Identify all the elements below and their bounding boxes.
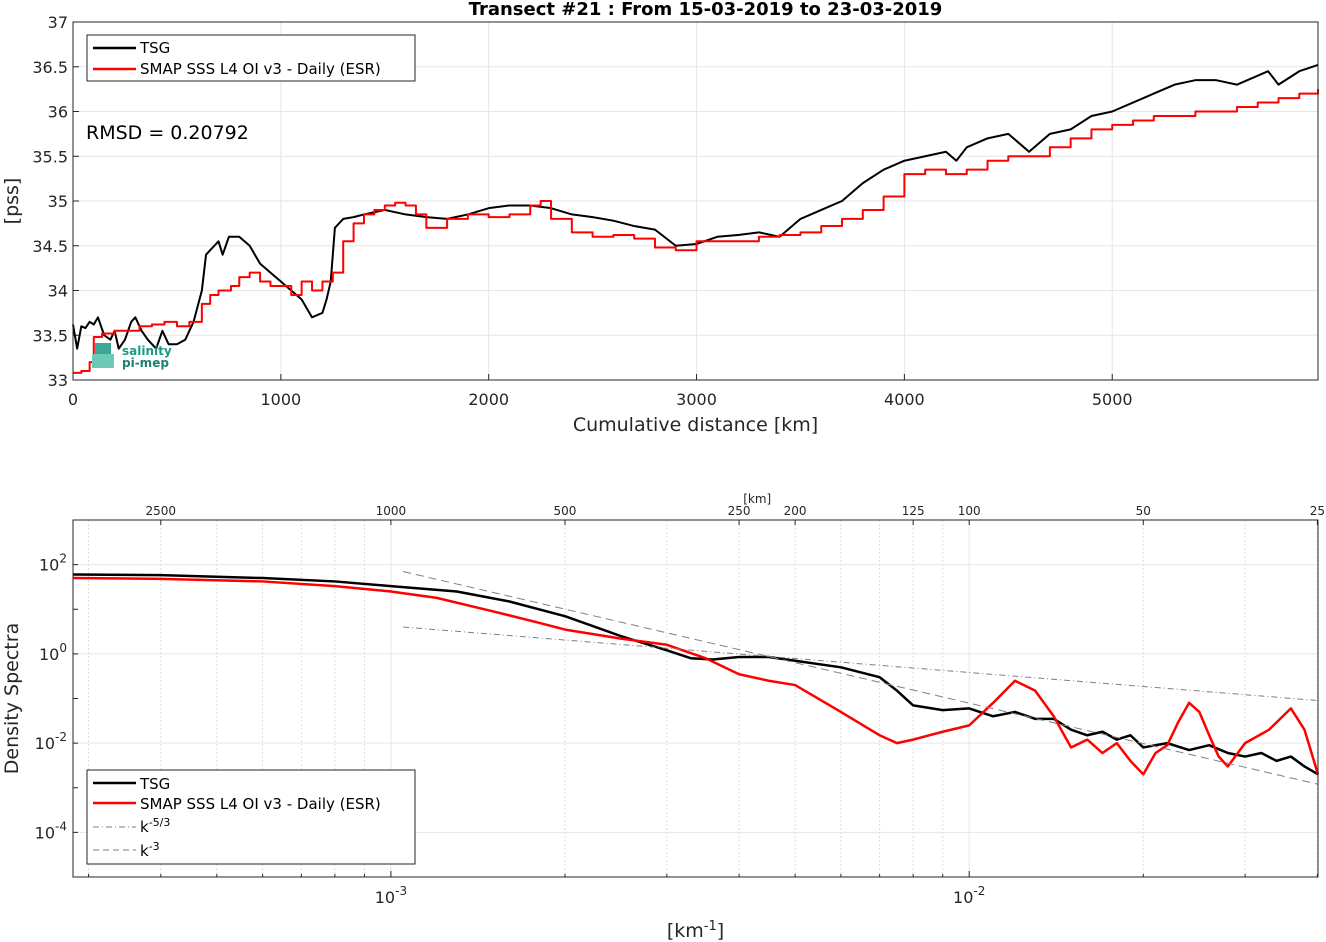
y-tick-label: 36 [48, 103, 68, 122]
y-tick-label: 35.5 [32, 147, 68, 166]
salinity-transect-chart: 0 1000 2000 3000 4000 5000 33 33.5 34 34.5 35 35.5 3… [1, 0, 1319, 436]
series-line-smap [72, 576, 1320, 776]
y-tick-label: 33.5 [32, 326, 68, 345]
top-axis-unit-label: [km] [743, 492, 771, 506]
y-tick-label: 10-2 [35, 730, 67, 753]
y-tick-label-exponent: -2 [55, 730, 67, 744]
x-tick-label: 10-2 [953, 884, 985, 907]
top-tick-label: 200 [784, 504, 807, 518]
top-tick-label: 250 [728, 504, 751, 518]
y-axis-label: Density Spectra [1, 623, 23, 774]
tick-labels: 0 1000 2000 3000 4000 5000 33 33.5 34 34.5 35 35.5 3… [32, 13, 1132, 409]
chart-title: Transect #21 : From 15-03-2019 to 23-03-… [469, 0, 943, 20]
y-tick-label: 33 [48, 371, 68, 390]
legend-label-smap: SMAP SSS L4 OI v3 - Daily (ESR) [140, 60, 381, 78]
logo-mark-icon [95, 343, 111, 357]
legend-label-k53-exponent: -5/3 [149, 816, 171, 829]
x-tick-label: 4000 [884, 390, 925, 409]
logo-mark-icon [92, 354, 114, 368]
y-tick-label-base: 10 [39, 645, 59, 664]
series-lines [72, 571, 1320, 785]
y-tick-label: 37 [48, 13, 68, 32]
y-tick-label: 34.5 [32, 237, 68, 256]
legend-label-k3: k-3 [140, 840, 160, 861]
top-tick-label: 50 [1136, 504, 1151, 518]
legend-box [86, 769, 416, 865]
legend-label-k3-exponent: -3 [149, 840, 160, 853]
x-tick-label: 2000 [468, 390, 509, 409]
legend-label-smap: SMAP SSS L4 OI v3 - Daily (ESR) [140, 795, 381, 813]
x-tick-label: 3000 [676, 390, 717, 409]
legend-label-k53: k-5/3 [140, 816, 170, 837]
series-line-tsg [72, 573, 1319, 776]
series-line-smap [73, 89, 1319, 374]
x-axis-label: Cumulative distance [km] [573, 414, 818, 436]
y-tick-label-exponent: 0 [59, 641, 67, 655]
y-tick-label-exponent: 2 [59, 552, 67, 566]
logo-text-salinity: salinity [122, 344, 172, 358]
legend-box [86, 34, 416, 82]
legend-label-tsg: TSG [139, 775, 170, 793]
x-tick-label-base: 10 [375, 888, 395, 907]
top-tick-label: 500 [554, 504, 577, 518]
top-tick-label: 25 [1310, 504, 1325, 518]
x-tick-label-exponent: -3 [395, 884, 407, 898]
x-tick-label: 10-3 [375, 884, 407, 907]
x-tick-label: 5000 [1092, 390, 1133, 409]
series-lines [72, 64, 1319, 374]
series-line-tsg [72, 64, 1319, 350]
top-tick-label: 2500 [146, 504, 177, 518]
y-tick-label: 100 [39, 641, 67, 664]
x-axis-label-end: ] [717, 920, 724, 942]
reference-line-k3 [403, 571, 1319, 785]
x-tick-label: 1000 [260, 390, 301, 409]
y-tick-label-base: 10 [35, 734, 55, 753]
plot-frame [72, 519, 1319, 878]
y-tick-label: 102 [39, 552, 67, 575]
legend: TSG SMAP SSS L4 OI v3 - Daily (ESR) [86, 34, 416, 82]
legend-label-k3-base: k [140, 842, 149, 860]
salinity-pi-mep-logo: salinity pi-mep [92, 343, 172, 370]
legend: TSG SMAP SSS L4 OI v3 - Daily (ESR) k-5/… [86, 769, 416, 865]
top-tick-label: 125 [902, 504, 925, 518]
legend-label-tsg: TSG [139, 39, 170, 57]
y-tick-label: 10-4 [35, 819, 67, 842]
top-tick-label: 1000 [376, 504, 407, 518]
y-tick-label-exponent: -4 [55, 819, 67, 833]
x-tick-label: 0 [68, 390, 78, 409]
y-tick-label: 36.5 [32, 58, 68, 77]
y-tick-label: 34 [48, 282, 68, 301]
x-tick-label-base: 10 [953, 888, 973, 907]
x-axis-label-base: [km [667, 920, 704, 942]
y-tick-label-base: 10 [35, 823, 55, 842]
y-tick-label-base: 10 [39, 556, 59, 575]
top-tick-label: 100 [958, 504, 981, 518]
plot-frame [72, 21, 1319, 381]
y-axis-label: [pss] [1, 178, 23, 225]
rmsd-annotation: RMSD = 0.20792 [86, 122, 249, 144]
y-tick-label: 35 [48, 192, 68, 211]
x-tick-label-exponent: -2 [973, 884, 985, 898]
reference-line-k53 [403, 626, 1319, 702]
x-axis-label-exponent: -1 [704, 919, 717, 934]
logo-text-pimep: pi-mep [122, 356, 169, 370]
x-axis-label: [km-1] [667, 919, 724, 942]
legend-label-k53-base: k [140, 818, 149, 836]
